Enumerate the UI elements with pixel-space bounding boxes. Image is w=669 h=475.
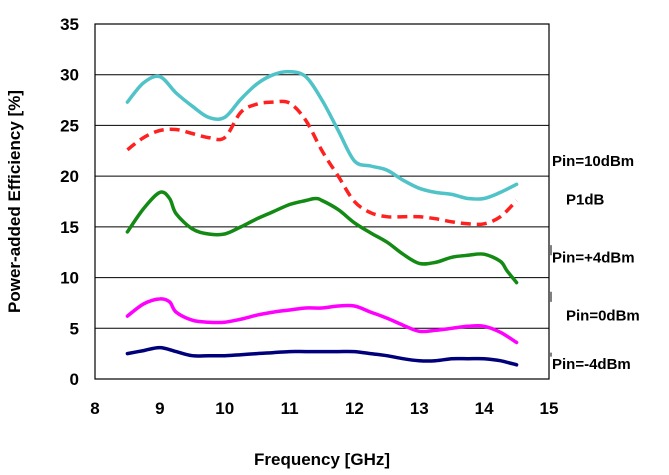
y-tick-label: 25 — [60, 116, 79, 135]
series-label: Pin=10dBm — [552, 153, 634, 170]
series-label: P1dB — [566, 192, 605, 209]
x-axis-label: Frequency [GHz] — [254, 450, 390, 469]
series-line-3 — [125, 297, 519, 345]
plot-area — [94, 23, 550, 380]
series-line-4 — [125, 345, 519, 367]
y-tick-label: 30 — [60, 66, 79, 85]
series-label: Pin=-4dBm — [552, 356, 631, 373]
series-line-2 — [125, 190, 519, 285]
x-tick-label: 11 — [281, 399, 299, 418]
series-labels: Pin=10dBm P1dB Pin=+4dBm Pin=0dBm Pin=-4dBm — [552, 153, 640, 373]
y-tick-label: 20 — [60, 167, 79, 186]
x-tick-label: 10 — [215, 399, 234, 418]
tick-labels: 0 5 10 15 20 25 30 35 8 9 10 11 12 13 14 15 — [60, 15, 558, 418]
y-tick-label: 5 — [70, 319, 79, 338]
x-tick-label: 15 — [540, 399, 559, 418]
x-tick-label: 12 — [345, 399, 364, 418]
y-tick-label: 10 — [60, 269, 79, 288]
series-label: Pin=0dBm — [566, 307, 640, 324]
y-axis-label: Power-added Efficiency [%] — [5, 90, 24, 313]
x-tick-label: 9 — [155, 399, 164, 418]
x-tick-label: 8 — [90, 399, 99, 418]
y-tick-label: 35 — [60, 15, 79, 34]
x-tick-label: 14 — [475, 399, 494, 418]
y-tick-label: 0 — [70, 370, 79, 389]
series-line-0 — [125, 69, 519, 201]
series-label: Pin=+4dBm — [552, 250, 635, 267]
gridlines — [95, 74, 549, 329]
y-tick-label: 15 — [60, 218, 79, 237]
x-tick-label: 13 — [410, 399, 429, 418]
series-lines — [125, 69, 519, 367]
series-line-1 — [126, 99, 518, 227]
